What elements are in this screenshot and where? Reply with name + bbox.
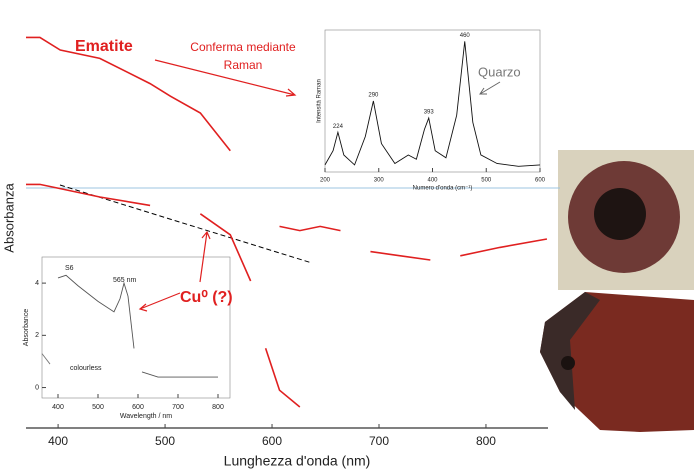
brick-hole (561, 356, 575, 370)
y-tick-label: 4 (35, 280, 39, 287)
inset-frame (325, 30, 540, 172)
y-axis-label: Absorbanza (1, 183, 16, 253)
x-axis-label: Lunghezza d'onda (nm) (224, 453, 371, 469)
annotation: Quarzo (478, 64, 521, 79)
x-tick-label: 300 (374, 178, 385, 184)
x-tick-label: 200 (320, 178, 331, 184)
y-axis-label: Intensità Raman (317, 79, 323, 123)
x-tick-label: 700 (172, 404, 184, 411)
y-axis-label: Absorbance (23, 309, 30, 346)
x-tick-label: 500 (481, 178, 492, 184)
annotation: Raman (224, 58, 263, 72)
peak-label: 290 (368, 93, 379, 99)
x-tick-label: 400 (427, 178, 438, 184)
x-tick-label: 400 (48, 434, 68, 448)
x-tick-label: 400 (52, 404, 64, 411)
peak-label: 224 (333, 124, 344, 130)
peak-label: 393 (424, 110, 435, 116)
x-tick-label: 600 (535, 178, 546, 184)
series-label: colourless (70, 365, 102, 372)
bead-hole (594, 188, 646, 240)
x-tick-label: 600 (132, 404, 144, 411)
x-tick-label: 500 (155, 434, 175, 448)
figure: 400 500 600 700 800 Lunghezza d'onda (nm) Abso… (0, 0, 694, 471)
x-axis-label: Numero d'onda (cm⁻¹) (413, 186, 473, 192)
x-tick-label: 800 (212, 404, 224, 411)
series-label: S6 (65, 265, 74, 272)
y-tick-label: 0 (35, 384, 39, 391)
x-tick-label: 800 (476, 434, 496, 448)
x-tick-label: 700 (369, 434, 389, 448)
annotation: Conferma mediante (190, 40, 296, 54)
y-tick-label: 2 (35, 332, 39, 339)
peak-label: 565 nm (113, 277, 137, 284)
peak-label: 460 (460, 33, 471, 39)
annotation: Ematite (75, 38, 133, 55)
annotation: Cu⁰ (?) (180, 289, 233, 306)
x-axis-label: Wavelength / nm (120, 413, 172, 420)
x-tick-label: 600 (262, 434, 282, 448)
x-tick-label: 500 (92, 404, 104, 411)
